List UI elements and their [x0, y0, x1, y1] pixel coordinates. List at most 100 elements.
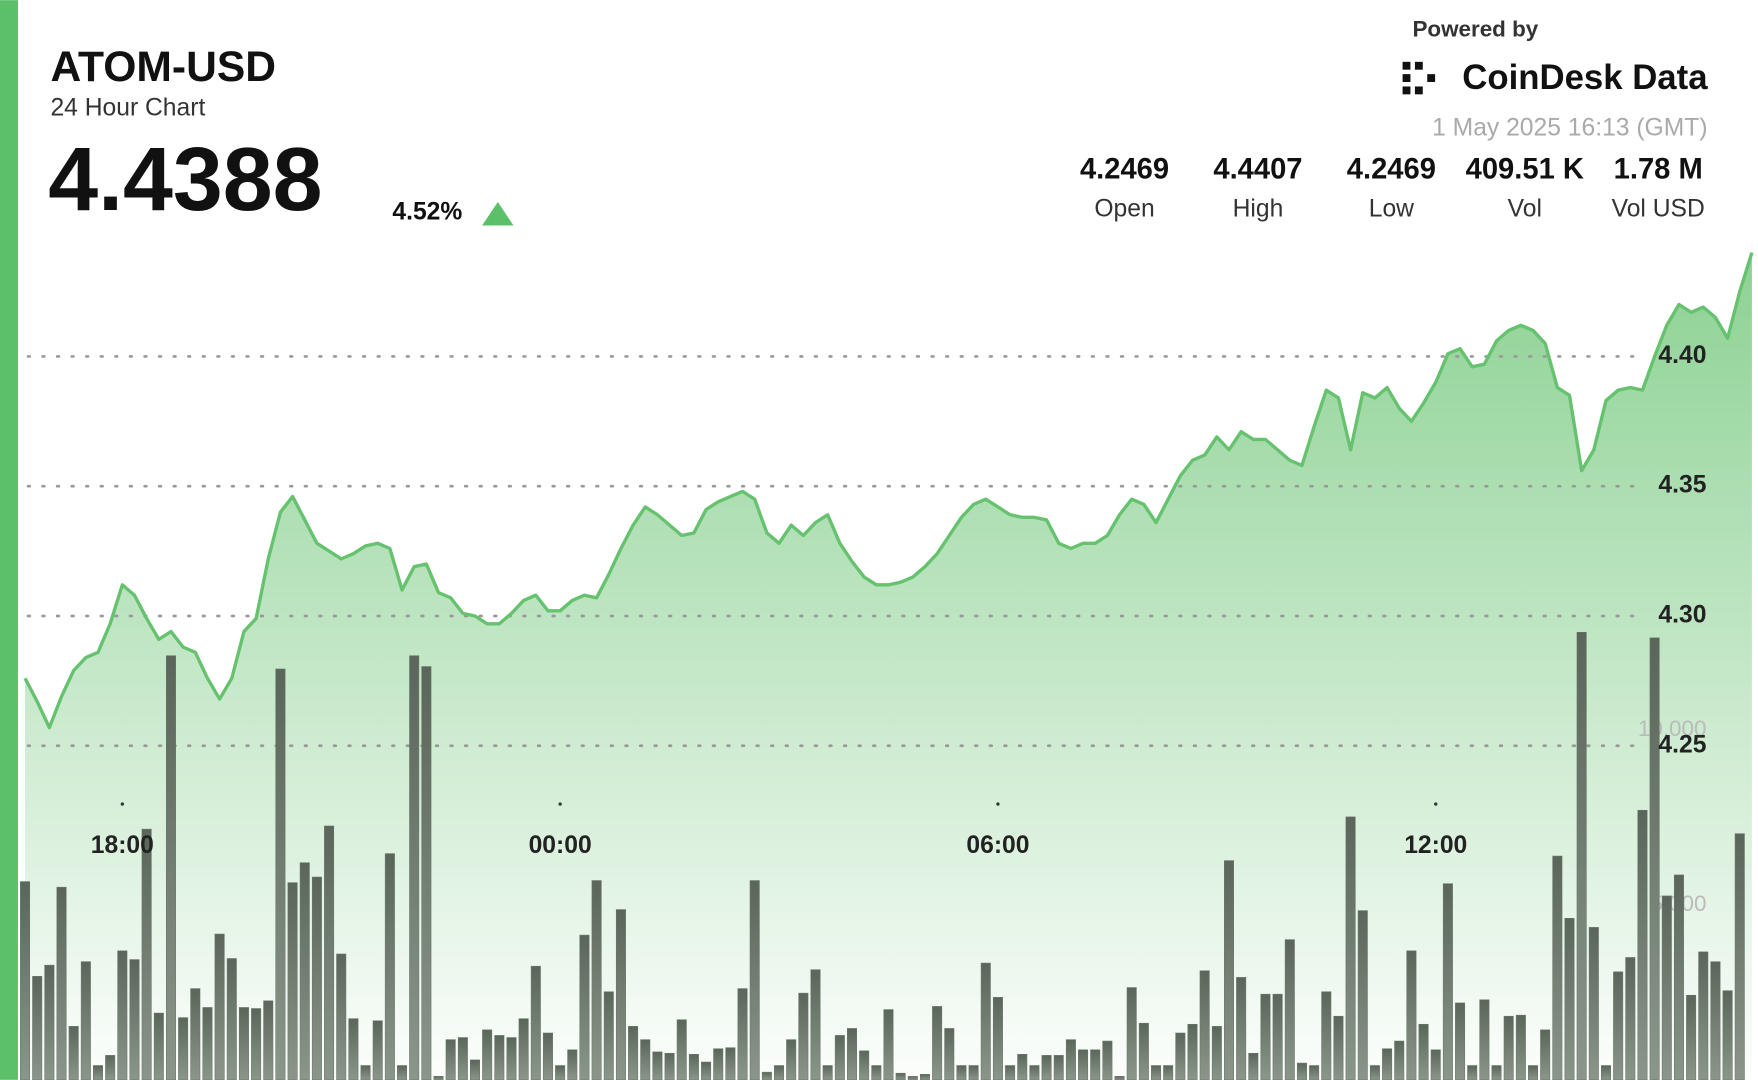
y-tick-label: 4.40	[1658, 342, 1706, 369]
y-tick-label: 4.25	[1658, 731, 1706, 758]
volume-bar	[1552, 855, 1563, 1080]
y-tick-label: 4.30	[1658, 602, 1706, 629]
volume-bar	[701, 1061, 712, 1080]
volume-bar	[275, 668, 286, 1080]
volume-bar	[1053, 1055, 1064, 1080]
volume-bar	[68, 1026, 79, 1080]
x-tick-mark	[996, 802, 1000, 806]
volume-bar	[834, 1035, 845, 1080]
volume-bar	[1625, 957, 1636, 1080]
volume-bar	[713, 1048, 724, 1080]
volume-bar	[202, 1007, 213, 1080]
chart-title: ATOM-USD	[50, 43, 276, 91]
volume-bar	[542, 1032, 553, 1080]
stat-label: High	[1233, 195, 1284, 222]
volume-bar	[579, 934, 590, 1080]
stat-label: Vol	[1508, 195, 1542, 222]
up-arrow	[482, 201, 514, 226]
volume-bar	[1418, 1023, 1429, 1080]
brand-name: CoinDesk Data	[1462, 59, 1708, 97]
volume-bar	[44, 964, 55, 1080]
volume-bar	[1248, 1052, 1259, 1080]
x-tick-label: 06:00	[966, 832, 1029, 859]
volume-bar	[737, 988, 748, 1080]
volume-bar	[859, 1050, 870, 1080]
price-area	[25, 252, 1752, 1080]
volume-bar	[1637, 809, 1648, 1080]
volume-bar	[1613, 971, 1624, 1080]
y2-tick-label: 10,000	[1638, 716, 1707, 741]
volume-bar	[178, 1017, 189, 1080]
volume-bar	[907, 1076, 918, 1080]
volume-bar	[324, 825, 335, 1080]
volume-bar	[676, 1019, 687, 1080]
x-tick-label: 12:00	[1404, 832, 1467, 859]
brand-logo	[1402, 61, 1436, 95]
volume-bar	[871, 1065, 882, 1080]
volume-bar	[214, 933, 225, 1080]
volume-bar	[1649, 637, 1660, 1080]
volume-bar	[1065, 1039, 1076, 1080]
volume-bar	[1515, 1014, 1526, 1080]
stat-label: Low	[1369, 195, 1414, 222]
volume-bar	[409, 655, 420, 1080]
volume-bar	[1284, 939, 1295, 1080]
volume-bar	[226, 958, 237, 1080]
volume-bar	[725, 1047, 736, 1080]
plot: 5,00010,0004.254.304.354.4018:0000:0006:…	[20, 252, 1754, 1080]
volume-bar	[956, 1065, 967, 1080]
volume-bar	[628, 1026, 639, 1080]
volume-bar	[992, 997, 1003, 1080]
volume-bar	[1175, 1032, 1186, 1080]
volume-bar	[1163, 1065, 1174, 1080]
stat-label: Vol USD	[1612, 195, 1705, 222]
volume-bar	[932, 1006, 943, 1080]
volume-bar	[761, 1071, 772, 1080]
volume-bar	[847, 1028, 857, 1080]
volume-bar	[20, 881, 31, 1080]
volume-bar	[1661, 895, 1672, 1080]
volume-bar	[1491, 1065, 1502, 1080]
accent-stripe	[0, 0, 18, 1080]
volume-bar	[530, 965, 541, 1080]
volume-bar	[1126, 987, 1137, 1080]
volume-bar	[1382, 1048, 1393, 1080]
volume-bar	[786, 1039, 797, 1080]
header: ATOM-USD 24 Hour Chart 4.4388 4.52% Powe…	[48, 16, 1708, 230]
volume-bar	[470, 1059, 480, 1080]
y-tick-label: 4.35	[1658, 472, 1706, 499]
volume-bar	[591, 880, 602, 1080]
volume-bar	[1321, 991, 1332, 1080]
volume-bar	[360, 1065, 371, 1080]
volume-bar	[980, 962, 991, 1080]
volume-bar	[603, 991, 614, 1080]
volume-bar	[749, 880, 760, 1080]
volume-bar	[895, 1072, 906, 1080]
volume-bar	[311, 876, 322, 1080]
volume-bar	[798, 992, 809, 1080]
volume-bar	[32, 976, 43, 1080]
x-tick-mark	[1434, 802, 1438, 806]
volume-bar	[1224, 860, 1234, 1080]
volume-bar	[1369, 1065, 1380, 1080]
volume-bar	[238, 1007, 249, 1080]
volume-bar	[968, 1065, 979, 1080]
volume-bar	[1734, 833, 1745, 1080]
volume-bar	[1345, 816, 1356, 1080]
volume-bar	[80, 961, 91, 1080]
volume-bar	[1673, 874, 1684, 1080]
change-percent: 4.52%	[392, 199, 462, 226]
stat-value: 4.4407	[1213, 153, 1302, 185]
volume-bar	[883, 1009, 894, 1080]
volume-bar	[263, 1000, 274, 1080]
volume-bar	[433, 1076, 444, 1080]
volume-bar	[774, 1065, 785, 1080]
volume-bar	[652, 1051, 663, 1080]
x-tick-label: 18:00	[91, 832, 154, 859]
volume-bar	[384, 853, 395, 1080]
stat-value: 4.2469	[1347, 153, 1436, 185]
last-price: 4.4388	[48, 130, 322, 230]
volume-bar	[1017, 1054, 1028, 1080]
volume-bar	[506, 1037, 517, 1080]
